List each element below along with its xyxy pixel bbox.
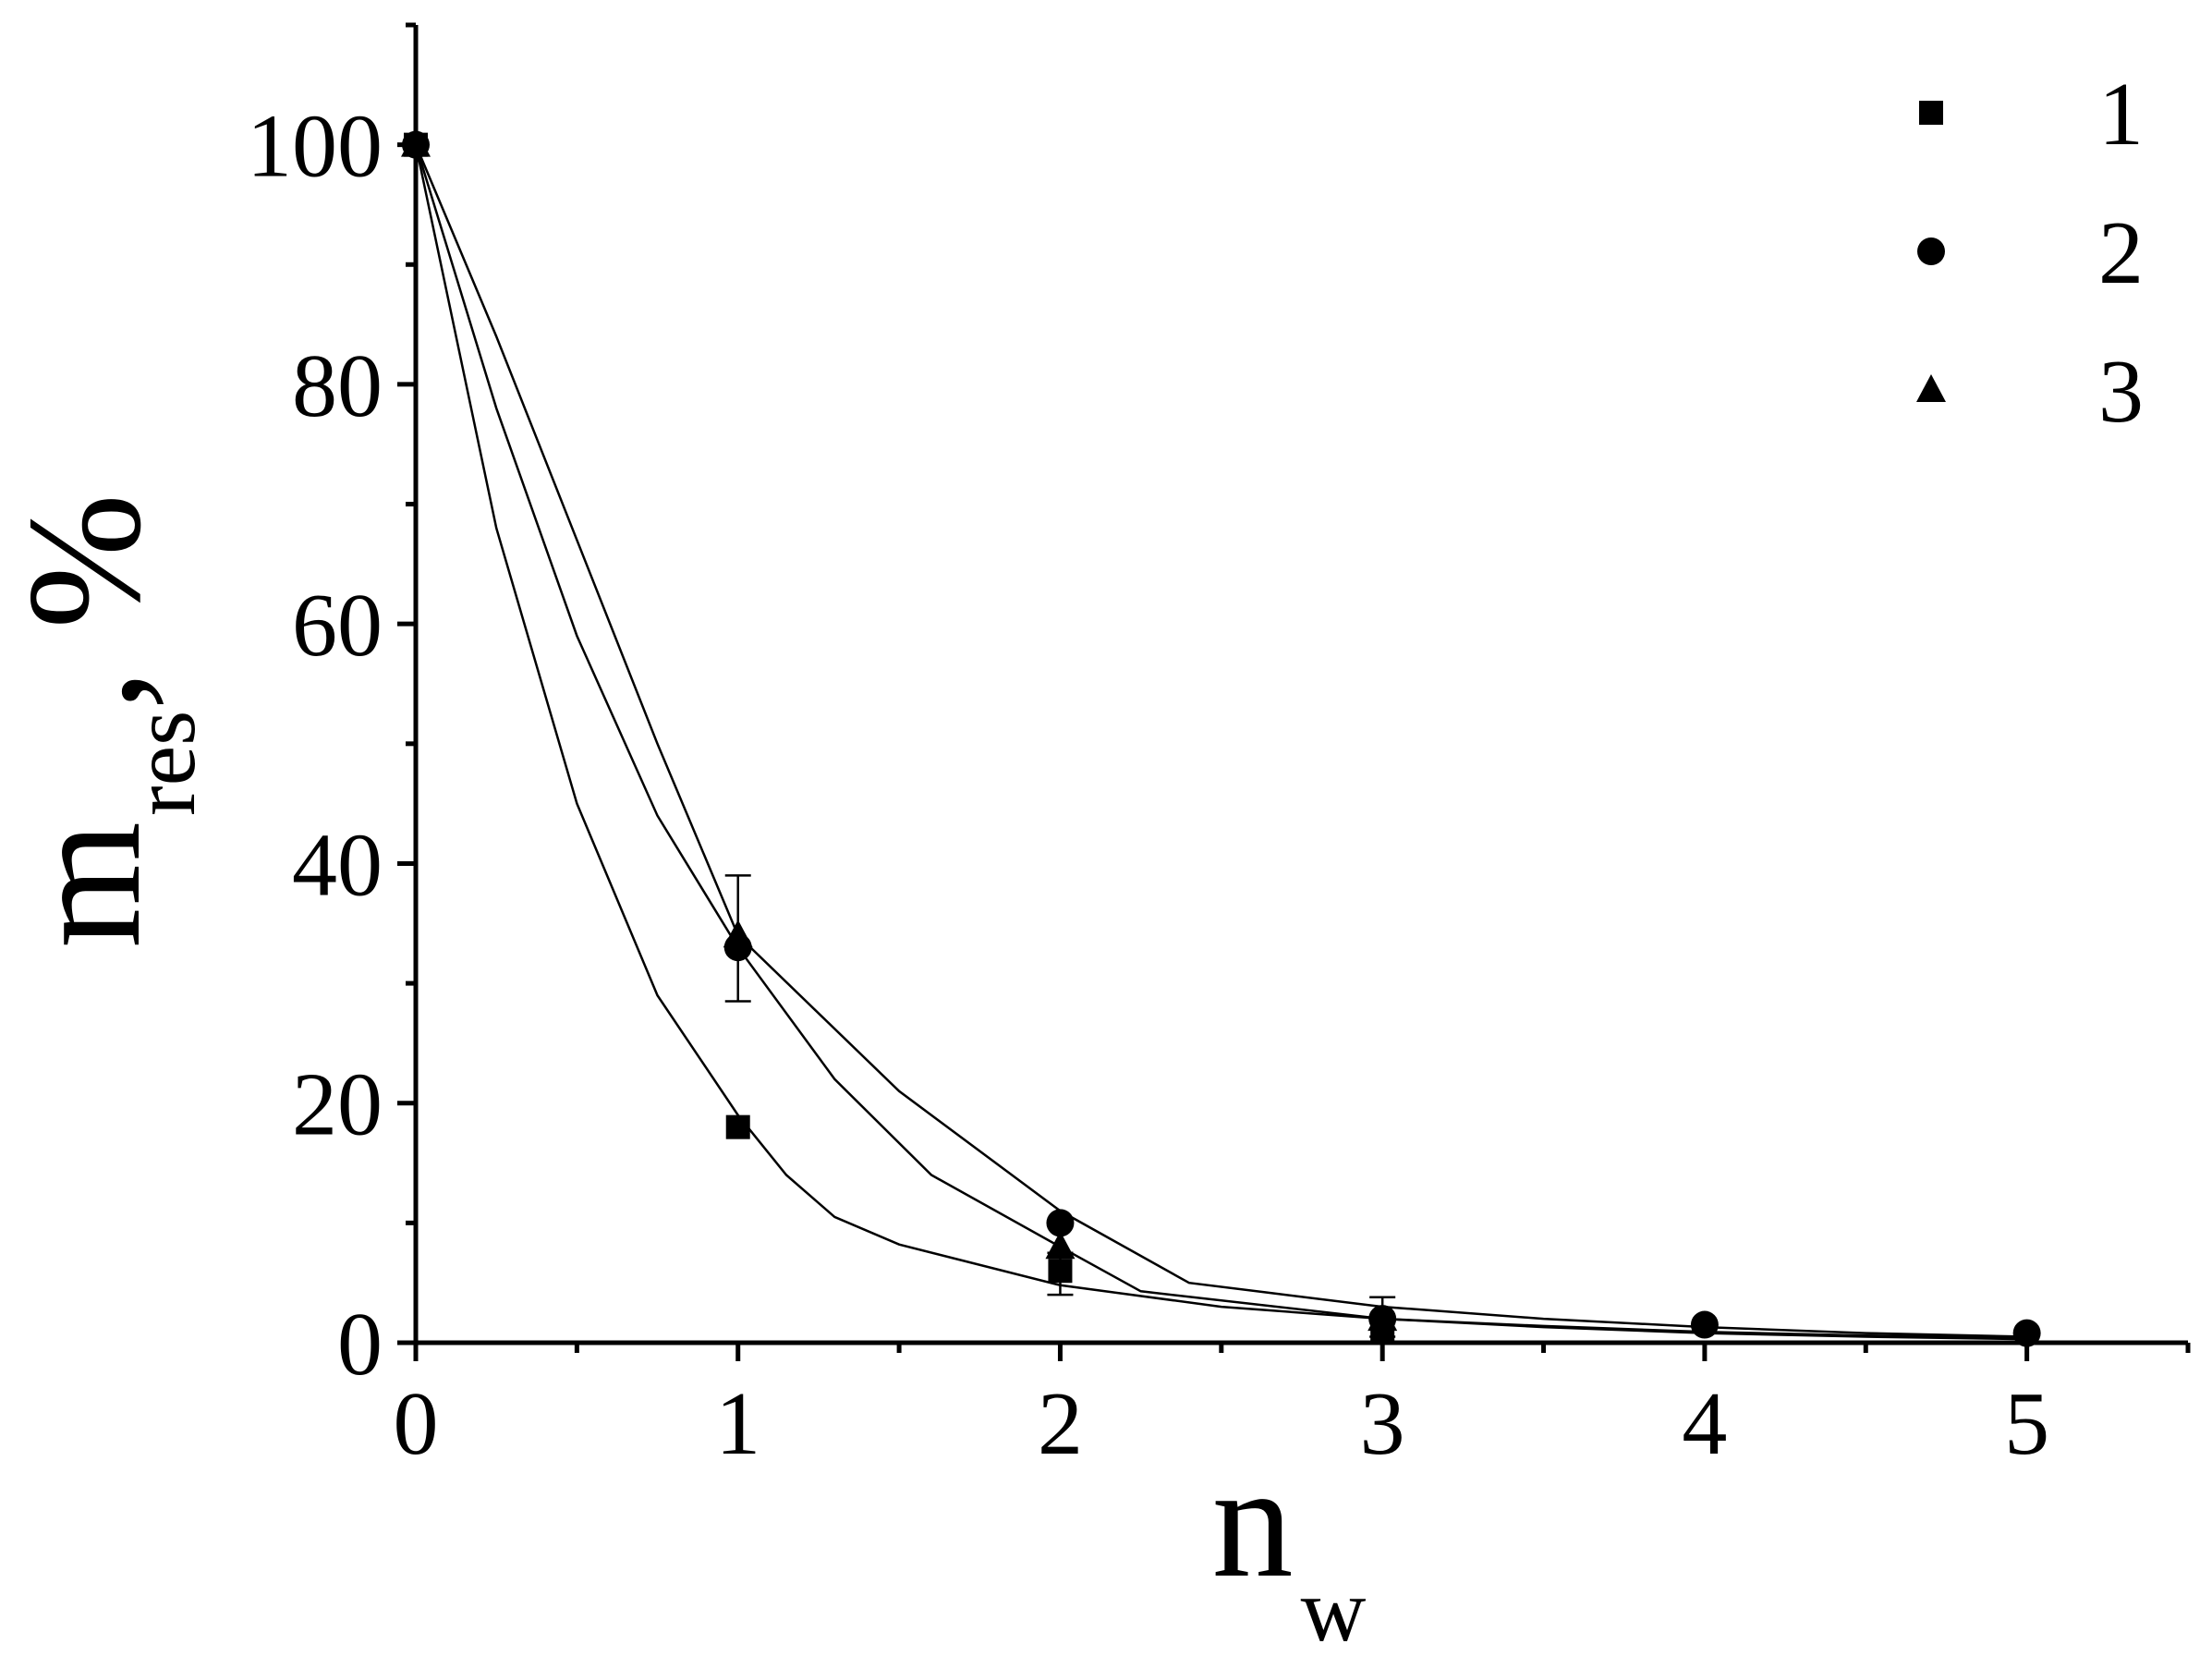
x-axis-title: nw <box>1212 1431 1367 1661</box>
legend-marker-3 <box>1916 374 1946 402</box>
point-series-1 <box>1048 1259 1073 1284</box>
y-tick-label: 100 <box>247 97 383 197</box>
point-series-3 <box>723 919 753 948</box>
point-series-3 <box>1367 1303 1398 1332</box>
legend-label-3: 3 <box>2098 342 2144 442</box>
legend-marker-1 <box>1919 101 1943 125</box>
fit-lines <box>414 144 2027 1341</box>
y-tick-label: 80 <box>292 336 383 436</box>
x-axis-title-main: n <box>1212 1431 1294 1612</box>
point-series-2 <box>1046 1209 1075 1237</box>
x-tick-label: 5 <box>2004 1374 2049 1474</box>
y-axis-title-unit: , % <box>0 493 175 711</box>
point-series-1 <box>725 1114 750 1139</box>
point-series-3 <box>401 128 431 157</box>
x-tick-label: 0 <box>394 1374 439 1474</box>
y-tick-label: 0 <box>337 1295 383 1394</box>
tick-labels: 0 1 2 3 4 5 0 20 40 60 80 100 <box>247 97 2049 1474</box>
x-axis-title-sub: w <box>1301 1561 1367 1661</box>
x-tick-label: 3 <box>1360 1374 1405 1474</box>
y-tick-label: 40 <box>292 815 383 915</box>
axis-ticks <box>397 22 2191 1361</box>
legend-marker-2 <box>1917 237 1945 265</box>
fit-line-series-2 <box>414 144 2027 1338</box>
y-axis-title-sub: res <box>115 711 214 816</box>
fit-line-series-3 <box>414 144 2027 1341</box>
y-tick-label: 20 <box>292 1055 383 1155</box>
data-markers <box>401 128 2041 1347</box>
legend-label-2: 2 <box>2098 203 2144 303</box>
legend-label-1: 1 <box>2098 65 2144 164</box>
legend: 1 2 3 <box>1916 65 2144 442</box>
y-tick-label: 60 <box>292 576 383 676</box>
x-tick-label: 4 <box>1682 1374 1727 1474</box>
point-series-3 <box>1045 1231 1076 1260</box>
x-tick-label: 1 <box>715 1374 760 1474</box>
fit-line-series-1 <box>414 144 2027 1340</box>
y-axis-title-main: m <box>0 822 175 948</box>
y-axis-title: mres, % <box>0 493 214 948</box>
point-series-2 <box>2012 1319 2041 1347</box>
x-tick-label: 2 <box>1038 1374 1083 1474</box>
point-series-2 <box>1690 1310 1719 1339</box>
plot-area: 0 1 2 3 4 5 0 20 40 60 80 100 <box>247 22 2191 1474</box>
